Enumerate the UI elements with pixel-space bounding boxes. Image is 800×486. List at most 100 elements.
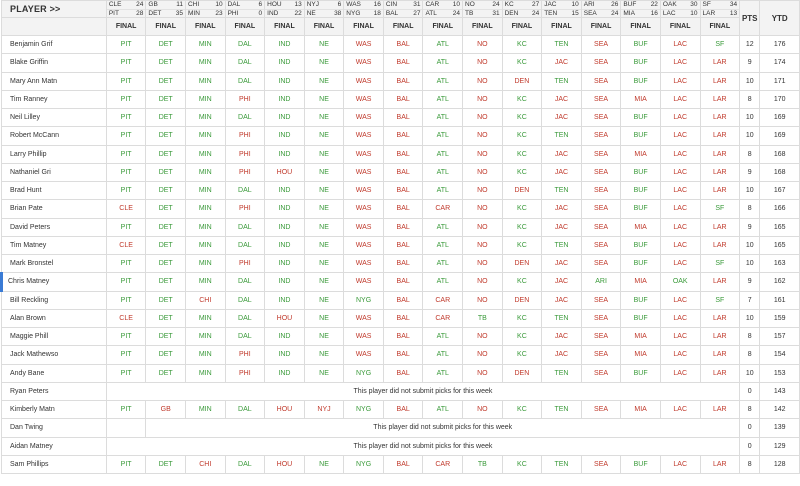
player-name[interactable]: Brian Pate — [1, 199, 107, 219]
player-name[interactable]: Alan Brown — [1, 308, 107, 329]
game-matchup-cell[interactable]: ARI 26 SEA 24 — [580, 0, 622, 18]
pick-cell: ATL — [422, 107, 464, 128]
player-name[interactable]: Nathaniel Gri — [1, 162, 107, 183]
game-matchup-cell[interactable]: CHI 10 MIN 23 — [184, 0, 226, 18]
away-score: 26 — [609, 1, 620, 10]
player-row[interactable]: Kimberly Matn PIT GB MIN DAL HOU NYJ NYG BAL ATL N… — [1, 399, 800, 420]
pick-cell: MIN — [184, 253, 226, 274]
player-name[interactable]: Tim Matney — [1, 235, 107, 256]
ytd-column-header[interactable]: YTD — [759, 0, 800, 36]
player-row[interactable]: Blake Griffin PIT DET MIN DAL IND NE WAS BAL ATL N… — [1, 53, 800, 73]
player-name[interactable]: Mark Bronstel — [1, 253, 107, 274]
player-name[interactable]: Brad Hunt — [1, 180, 107, 201]
pick-cell: PHI — [224, 126, 266, 146]
player-name[interactable]: Mary Ann Matn — [1, 71, 107, 91]
pick-cell: JAC — [541, 253, 582, 274]
game-matchup-cell[interactable]: WAS 16 NYG 18 — [343, 0, 384, 18]
game-matchup-cell[interactable]: GB 11 DET 35 — [145, 0, 186, 18]
player-row[interactable]: Dan Twing This player did not submit pick… — [1, 418, 800, 438]
player-name[interactable]: Jack Mathewso — [1, 345, 107, 365]
player-name[interactable]: Kimberly Matn — [1, 399, 107, 420]
game-matchup-cell[interactable]: SF 34 LAR 13 — [699, 0, 741, 18]
pick-cell: DAL — [224, 308, 266, 329]
player-name[interactable]: Bill Reckling — [1, 290, 107, 310]
player-row[interactable]: Sam Phillips PIT DET CHI DAL HOU NE NYG BAL CAR TB… — [1, 454, 800, 475]
game-matchup-cell[interactable]: OAK 30 LAC 10 — [659, 0, 701, 18]
player-ytd: 154 — [759, 345, 800, 365]
player-row[interactable]: Nathaniel Gri PIT DET MIN PHI HOU NE WAS BAL ATL N… — [1, 162, 800, 183]
pick-cell: SEA — [580, 34, 622, 55]
player-ytd: 165 — [759, 217, 800, 237]
player-name[interactable]: Neil Lilley — [1, 107, 107, 128]
pick-cell: SEA — [580, 399, 622, 420]
player-name[interactable]: Aidan Matney — [1, 436, 107, 456]
player-row[interactable]: Maggie Phill PIT DET MIN DAL IND NE WAS BAL ATL NO… — [1, 326, 800, 347]
pick-cell: LAR — [699, 454, 741, 475]
pick-cell-empty — [105, 418, 147, 438]
player-name[interactable]: Sam Phillips — [1, 454, 107, 475]
pick-cell: DAL — [224, 399, 266, 420]
player-row[interactable]: Brad Hunt PIT DET MIN DAL IND NE WAS BAL ATL NO DEN… — [1, 180, 800, 201]
player-row[interactable]: Alan Brown CLE DET MIN DAL HOU NE WAS BAL CAR TB KC… — [1, 308, 800, 329]
player-row[interactable]: David Peters PIT DET MIN DAL IND NE WAS BAL ATL NO… — [1, 217, 800, 237]
player-row[interactable]: Andy Bane PIT DET MIN PHI IND NE NYG BAL ATL NO DEN… — [1, 363, 800, 383]
pick-cell: WAS — [343, 199, 384, 219]
pick-cell: ATL — [422, 326, 464, 347]
player-row[interactable]: Robert McCann PIT DET MIN PHI IND NE WAS BAL ATL N… — [1, 126, 800, 146]
no-picks-message: This player did not submit picks for thi… — [145, 418, 741, 438]
pts-column-header[interactable]: PTS — [739, 0, 761, 36]
game-matchup-cell[interactable]: KC 27 DEN 24 — [501, 0, 543, 18]
pick-cell: BAL — [382, 326, 424, 347]
player-row[interactable]: Benjamin Grif PIT DET MIN DAL IND NE WAS BAL ATL N… — [1, 34, 800, 55]
player-name[interactable]: Larry Phillip — [1, 144, 107, 164]
player-row[interactable]: Mary Ann Matn PIT DET MIN DAL IND NE WAS BAL ATL N… — [1, 71, 800, 91]
game-matchup-cell[interactable]: NO 24 TB 31 — [462, 0, 503, 18]
pick-cell: PIT — [105, 71, 147, 91]
game-matchup-cell[interactable]: BUF 22 MIA 16 — [620, 0, 661, 18]
player-row[interactable]: Bill Reckling PIT DET CHI DAL IND NE NYG BAL CAR N… — [1, 290, 800, 310]
player-column-header[interactable]: PLAYER >> — [1, 0, 107, 18]
game-matchup-cell[interactable]: NYJ 6 NE 38 — [303, 0, 345, 18]
player-row[interactable]: Larry Phillip PIT DET MIN PHI IND NE WAS BAL ATL N… — [1, 144, 800, 164]
pick-cell: ATL — [422, 126, 464, 146]
player-name[interactable]: Maggie Phill — [1, 326, 107, 347]
player-name[interactable]: Blake Griffin — [1, 53, 107, 73]
pick-cell: IND — [264, 107, 305, 128]
player-name[interactable]: Ryan Peters — [1, 381, 107, 402]
pick-cell: LAC — [659, 126, 701, 146]
player-row[interactable]: Aidan Matney This player did not submit p… — [1, 436, 800, 456]
player-row[interactable]: Mark Bronstel PIT DET MIN PHI IND NE WAS BAL ATL N… — [1, 253, 800, 274]
player-row[interactable]: Ryan Peters This player did not submit pi… — [1, 381, 800, 402]
player-name[interactable]: Chris Matney — [0, 272, 107, 292]
pick-cell: DAL — [224, 53, 266, 73]
game-matchup-cell[interactable]: HOU 13 IND 22 — [264, 0, 305, 18]
game-matchup-cell[interactable]: JAC 10 TEN 15 — [541, 0, 582, 18]
player-row[interactable]: Chris Matney PIT DET MIN DAL IND NE WAS BAL ATL NO… — [0, 272, 800, 292]
pick-cell: PHI — [224, 162, 266, 183]
player-name[interactable]: David Peters — [1, 217, 107, 237]
game-matchup-cell[interactable]: CIN 31 BAL 27 — [382, 0, 424, 18]
player-row[interactable]: Neil Lilley PIT DET MIN DAL IND NE WAS BAL ATL NO K… — [1, 107, 800, 128]
game-matchup-cell[interactable]: DAL 6 PHI 0 — [224, 0, 266, 18]
away-team: KC — [503, 2, 530, 10]
player-name[interactable]: Dan Twing — [1, 418, 107, 438]
pick-cell: PHI — [224, 89, 266, 110]
game-status-final: FINAL — [580, 17, 622, 36]
player-name[interactable]: Andy Bane — [1, 363, 107, 383]
player-row[interactable]: Jack Mathewso PIT DET MIN PHI IND NE WAS BAL ATL N… — [1, 345, 800, 365]
away-score: 34 — [727, 1, 739, 10]
pick-cell: JAC — [541, 345, 582, 365]
player-name[interactable]: Robert McCann — [1, 126, 107, 146]
player-name[interactable]: Tim Ranney — [1, 89, 107, 110]
pick-cell: BUF — [620, 180, 661, 201]
pick-cell: LAC — [659, 144, 701, 164]
game-matchup-cell[interactable]: CAR 10 ATL 24 — [422, 0, 464, 18]
home-team: NYG — [346, 10, 361, 17]
player-row[interactable]: Tim Ranney PIT DET MIN PHI IND NE WAS BAL ATL NO KC… — [1, 89, 800, 110]
pick-cell: WAS — [343, 180, 384, 201]
home-team: DEN — [504, 10, 519, 17]
player-row[interactable]: Tim Matney CLE DET MIN DAL IND NE WAS BAL ATL NO KC… — [1, 235, 800, 256]
player-name[interactable]: Benjamin Grif — [1, 34, 107, 55]
game-matchup-cell[interactable]: CLE 24 PIT 28 — [105, 0, 147, 18]
player-row[interactable]: Brian Pate CLE DET MIN PHI IND NE WAS BAL CAR NO KC… — [1, 199, 800, 219]
